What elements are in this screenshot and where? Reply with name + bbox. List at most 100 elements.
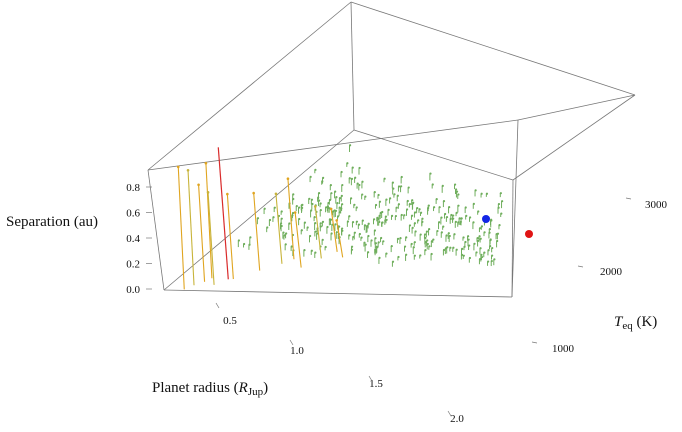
cloud-point-head — [464, 240, 467, 244]
y-tick-label: 3000 — [645, 199, 668, 211]
cloud-point-head — [405, 253, 408, 256]
cloud-point-head — [374, 237, 377, 240]
edge-bottom-front — [163, 289, 513, 298]
cloud-point-head — [479, 237, 482, 240]
cloud-point-head — [301, 206, 304, 210]
edge-bottom-right — [511, 179, 514, 298]
cloud-point-head — [418, 208, 421, 211]
drop-line-head — [186, 168, 190, 172]
cloud-point-head — [377, 193, 380, 197]
cloud-point-head — [273, 206, 276, 209]
cloud-point-head — [263, 207, 266, 210]
cloud-point-head — [452, 214, 455, 217]
cloud-point-head — [419, 211, 423, 214]
cloud-point-head — [311, 202, 314, 206]
cloud-point-head — [464, 206, 467, 209]
cloud-point-head — [436, 229, 439, 233]
drop-line-head — [286, 177, 290, 181]
cloud-point-head — [367, 222, 370, 225]
cloud-point-head — [324, 245, 327, 249]
cloud-point-head — [341, 229, 344, 232]
drop-line — [287, 178, 295, 260]
cloud-point-head — [435, 198, 438, 201]
cloud-point-head — [391, 181, 394, 184]
cloud-point-head — [412, 246, 415, 249]
cloud-point-head — [428, 228, 431, 231]
cloud-point-head — [385, 252, 388, 255]
cloud-point-head — [353, 203, 356, 206]
cloud-point-head — [403, 245, 407, 248]
cloud-point-head — [445, 215, 449, 219]
cloud-point-head — [330, 192, 333, 195]
cloud-point-head — [480, 192, 483, 195]
cloud-point-head — [338, 197, 342, 200]
edge-top-back — [350, 1, 636, 96]
cloud-point-head — [411, 226, 414, 229]
cloud-point-head — [316, 232, 319, 235]
cloud-point-head — [334, 223, 337, 226]
cloud-point-head — [358, 232, 361, 236]
cloud-point-head — [454, 220, 457, 223]
cloud-point-head — [489, 245, 492, 248]
cloud-point-head — [400, 185, 403, 188]
cloud-point-head — [360, 236, 363, 239]
cloud-point-head — [373, 191, 376, 194]
cloud-point-head — [370, 239, 373, 242]
cloud-point-head — [334, 190, 337, 193]
cloud-point-head — [364, 195, 367, 198]
cloud-point-head — [317, 199, 321, 202]
cloud-point-head — [413, 222, 417, 225]
cloud-point-head — [480, 225, 484, 228]
drop-line — [336, 220, 344, 258]
cloud-point-head — [430, 252, 433, 256]
drop-line — [330, 208, 338, 252]
cloud-point-head — [417, 219, 420, 222]
cloud-point-head — [491, 246, 494, 250]
cloud-point-head — [399, 237, 402, 240]
y-tick-mark — [577, 265, 584, 268]
cloud-point-head — [256, 217, 260, 220]
drop-line-head — [204, 161, 208, 165]
cloud-point-head — [405, 236, 408, 239]
drop-line — [253, 193, 261, 271]
highlight-markers — [482, 215, 533, 238]
cloud-point-head — [477, 210, 480, 213]
x-axis-title: Planet radius (RJup) — [152, 380, 268, 398]
cloud-point-head — [303, 221, 307, 224]
cloud-point-head — [449, 217, 452, 220]
drop-line-head — [293, 211, 297, 214]
cloud-point-head — [441, 184, 444, 187]
cloud-point-head — [480, 253, 483, 257]
cloud-point-head — [390, 244, 393, 248]
cloud-point-head — [341, 227, 344, 230]
cloud-point-head — [460, 217, 463, 220]
cloud-point-head — [438, 221, 441, 224]
cloud-point-head — [397, 185, 401, 188]
cloud-point-head — [454, 188, 458, 191]
cloud-point-head — [416, 206, 419, 210]
cloud-point-head — [468, 256, 472, 260]
cloud-point-head — [365, 225, 368, 228]
edge-vertical-front-right — [511, 119, 519, 298]
cloud-point-head — [394, 214, 398, 218]
cloud-point-head — [485, 192, 489, 195]
cloud-point-head — [455, 211, 458, 214]
cloud-point-head — [326, 225, 329, 229]
cloud-point-head — [413, 254, 416, 257]
cloud-point-head — [411, 202, 415, 205]
cloud-point-head — [379, 211, 382, 214]
point-cloud — [237, 144, 504, 267]
cloud-point-head — [310, 249, 313, 252]
cloud-point-head — [425, 230, 429, 233]
drop-line-head — [335, 219, 338, 222]
cloud-point-head — [377, 241, 380, 244]
cloud-point-head — [448, 234, 451, 238]
cloud-point-head — [490, 254, 494, 257]
cloud-point-head — [497, 202, 501, 206]
cloud-point-head — [280, 217, 283, 220]
cloud-point-head — [268, 218, 272, 222]
cloud-point-head — [457, 204, 460, 207]
cloud-point-head — [364, 243, 367, 246]
cloud-point-head — [467, 238, 470, 241]
cloud-point-head — [361, 180, 364, 183]
